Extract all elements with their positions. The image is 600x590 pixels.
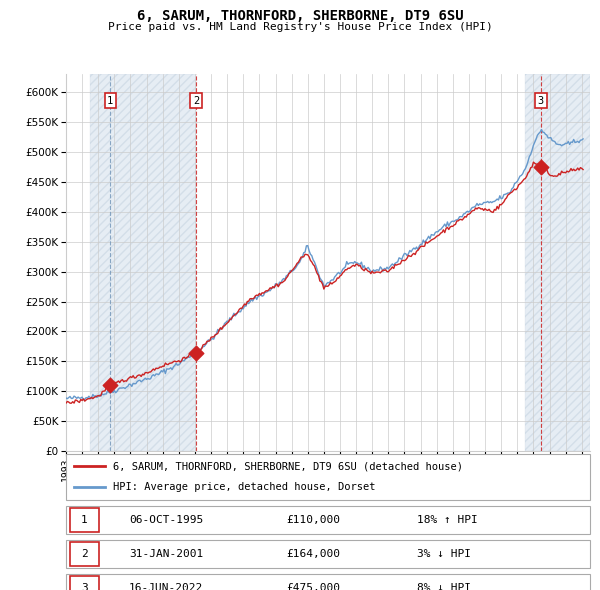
Bar bbox=[70, 576, 99, 590]
Bar bbox=[526, 74, 590, 451]
Text: 6, SARUM, THORNFORD, SHERBORNE, DT9 6SU (detached house): 6, SARUM, THORNFORD, SHERBORNE, DT9 6SU … bbox=[113, 461, 463, 471]
Bar bbox=[70, 542, 99, 566]
Text: £110,000: £110,000 bbox=[286, 515, 340, 525]
Text: 31-JAN-2001: 31-JAN-2001 bbox=[129, 549, 203, 559]
Text: 3: 3 bbox=[538, 96, 544, 106]
Text: 06-OCT-1995: 06-OCT-1995 bbox=[129, 515, 203, 525]
Point bbox=[191, 348, 201, 358]
Text: 6, SARUM, THORNFORD, SHERBORNE, DT9 6SU: 6, SARUM, THORNFORD, SHERBORNE, DT9 6SU bbox=[137, 9, 463, 24]
Text: £475,000: £475,000 bbox=[286, 584, 340, 590]
Bar bbox=[90, 74, 196, 451]
Text: 16-JUN-2022: 16-JUN-2022 bbox=[129, 584, 203, 590]
Text: £164,000: £164,000 bbox=[286, 549, 340, 559]
Text: 1: 1 bbox=[107, 96, 113, 106]
Text: 8% ↓ HPI: 8% ↓ HPI bbox=[417, 584, 471, 590]
Text: 3% ↓ HPI: 3% ↓ HPI bbox=[417, 549, 471, 559]
Bar bbox=[90, 74, 196, 451]
Text: 18% ↑ HPI: 18% ↑ HPI bbox=[417, 515, 478, 525]
Point bbox=[536, 162, 545, 171]
Text: 1: 1 bbox=[81, 515, 88, 525]
Text: 3: 3 bbox=[81, 584, 88, 590]
Text: HPI: Average price, detached house, Dorset: HPI: Average price, detached house, Dors… bbox=[113, 482, 376, 492]
Text: 2: 2 bbox=[81, 549, 88, 559]
Text: Price paid vs. HM Land Registry's House Price Index (HPI): Price paid vs. HM Land Registry's House … bbox=[107, 22, 493, 32]
Bar bbox=[70, 508, 99, 532]
Bar bbox=[526, 74, 590, 451]
Text: 2: 2 bbox=[193, 96, 199, 106]
Point bbox=[106, 381, 115, 390]
